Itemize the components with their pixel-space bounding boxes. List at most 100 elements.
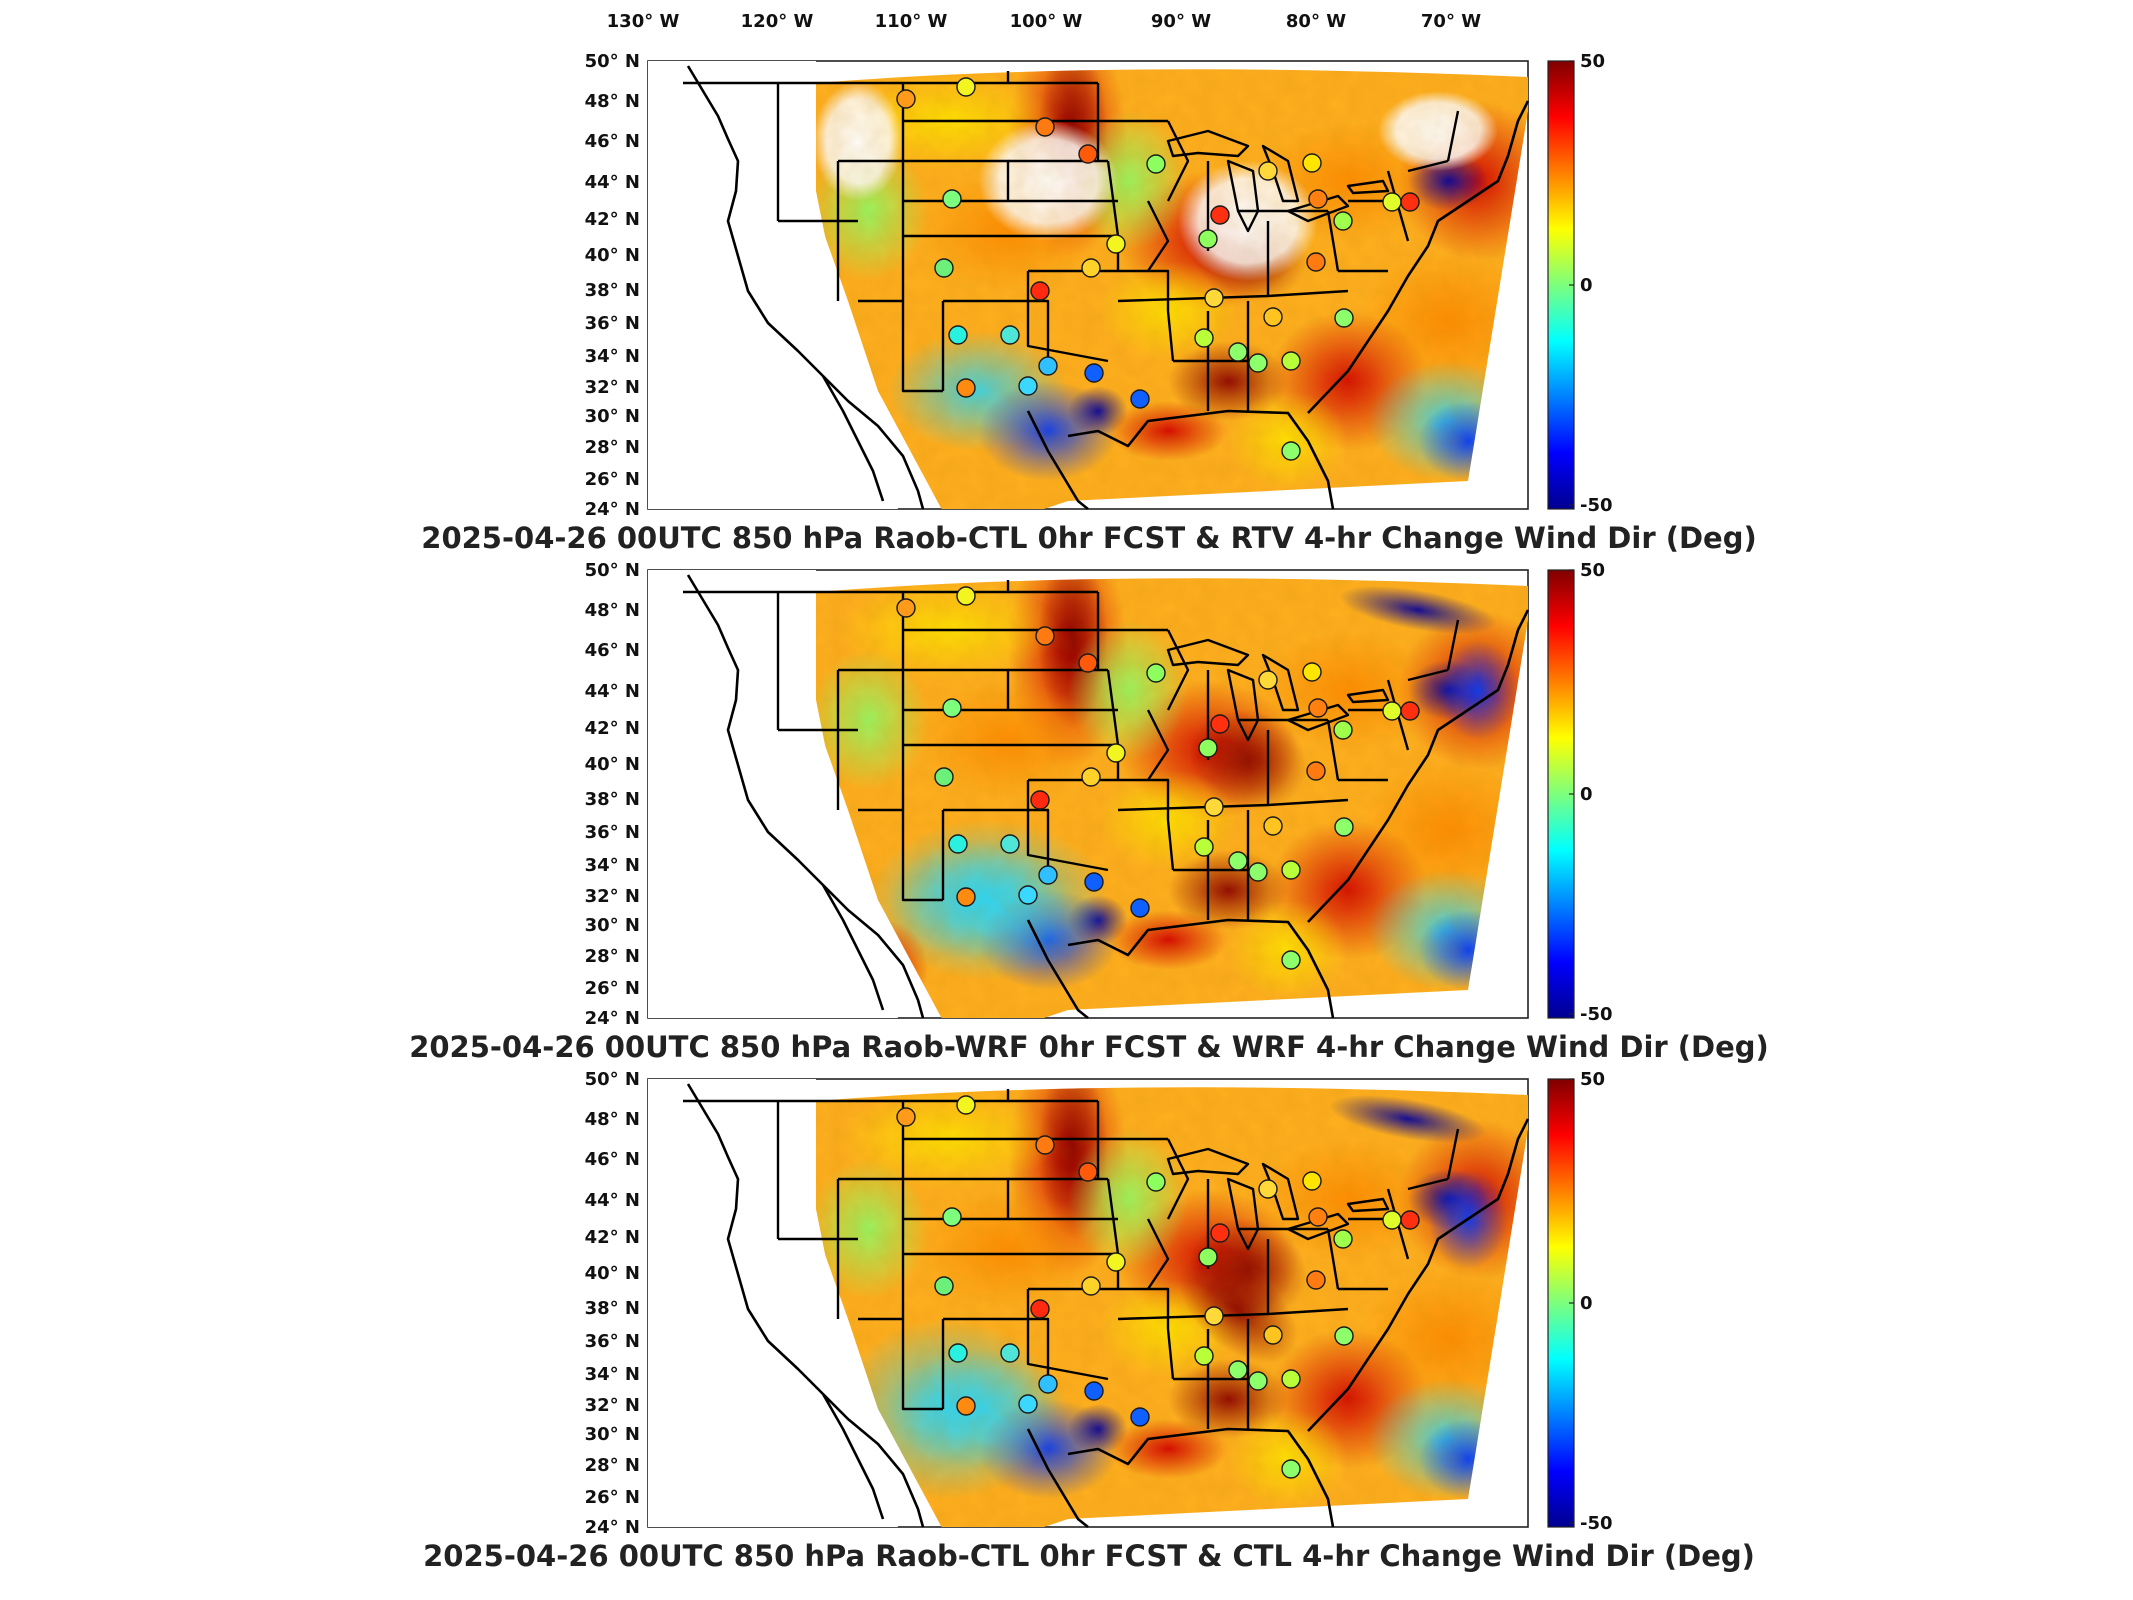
latitude-label: 48° N	[585, 91, 640, 112]
longitude-label: 120° W	[741, 11, 814, 32]
raob-station-marker	[1302, 1171, 1322, 1191]
raob-station-marker	[1281, 950, 1301, 970]
raob-station-marker	[956, 1396, 976, 1416]
map-panel	[647, 569, 1530, 1020]
raob-station-marker	[1333, 1229, 1353, 1249]
raob-station-marker	[1000, 1343, 1020, 1363]
raob-station-marker	[1038, 356, 1058, 376]
latitude-label: 30° N	[585, 406, 640, 427]
map-panels: 50° N 48° N 46° N 44° N 42° N 40° N 38° N 36° N…	[409, 51, 1769, 1573]
map-panel	[647, 1078, 1530, 1529]
raob-station-marker	[1382, 1210, 1402, 1230]
raob-station-marker	[1146, 663, 1166, 683]
raob-station-marker	[1281, 1369, 1301, 1389]
raob-station-marker	[934, 767, 954, 787]
raob-station-marker	[1035, 626, 1055, 646]
colorbars: 50 0 -50 50 0 -50 50 0 -50	[1547, 51, 1613, 1534]
raob-station-marker	[956, 1095, 976, 1115]
latitude-label: 42° N	[585, 1227, 640, 1248]
latitude-label: 32° N	[585, 1395, 640, 1416]
latitude-label: 32° N	[585, 886, 640, 907]
raob-station-marker	[956, 887, 976, 907]
panel-title: 2025-04-26 00UTC 850 hPa Raob-CTL 0hr FC…	[423, 1539, 1755, 1573]
raob-station-marker	[1281, 860, 1301, 880]
raob-station-marker	[1263, 816, 1283, 836]
raob-station-marker	[896, 598, 916, 618]
raob-station-marker	[1210, 714, 1230, 734]
raob-station-marker	[1038, 865, 1058, 885]
longitude-labels: 130° W 120° W 110° W 100° W 90° W 80° W 70° W	[607, 11, 1482, 32]
raob-station-marker	[948, 1343, 968, 1363]
colorbar-tick-label: 50	[1580, 1069, 1605, 1090]
latitude-label: 48° N	[585, 600, 640, 621]
latitude-label: 46° N	[585, 640, 640, 661]
raob-station-marker	[1130, 1407, 1150, 1427]
raob-station-marker	[942, 698, 962, 718]
raob-station-marker	[942, 1207, 962, 1227]
raob-station-marker	[934, 1276, 954, 1296]
gulf-coastline	[1067, 409, 1335, 510]
raob-station-marker	[1081, 1276, 1101, 1296]
latitude-label: 34° N	[585, 855, 640, 876]
raob-station-marker	[1263, 1325, 1283, 1345]
longitude-label: 130° W	[607, 11, 680, 32]
colorbar-tick-label: 50	[1580, 560, 1605, 581]
colorbar-tick-label: 0	[1580, 784, 1593, 805]
raob-station-marker	[1210, 1223, 1230, 1243]
longitude-label: 90° W	[1151, 11, 1211, 32]
gulf-coastline	[1067, 1427, 1335, 1528]
colorbar-tick-label: 0	[1580, 1293, 1593, 1314]
raob-station-marker	[1258, 670, 1278, 690]
colorbar-scale	[1547, 569, 1575, 1019]
raob-station-marker	[1281, 1459, 1301, 1479]
raob-station-marker	[1258, 1179, 1278, 1199]
raob-station-marker	[1382, 192, 1402, 212]
raob-station-marker	[1146, 1172, 1166, 1192]
latitude-label: 42° N	[585, 209, 640, 230]
west-coastline	[686, 65, 925, 510]
raob-station-marker	[1078, 1162, 1098, 1182]
raob-station-marker	[1106, 234, 1126, 254]
latitude-label: 38° N	[585, 1298, 640, 1319]
west-coastline	[686, 1083, 925, 1528]
raob-station-marker	[1308, 1207, 1328, 1227]
raob-station-marker	[1030, 1299, 1050, 1319]
raob-station-marker	[1334, 308, 1354, 328]
colorbar-tick-label: 50	[1580, 51, 1605, 72]
panel-title: 2025-04-26 00UTC 850 hPa Raob-CTL 0hr FC…	[421, 521, 1756, 555]
raob-station-marker	[956, 586, 976, 606]
raob-station-marker	[1204, 1306, 1224, 1326]
latitude-label: 40° N	[585, 754, 640, 775]
raob-station-marker	[1106, 743, 1126, 763]
raob-station-marker	[1084, 872, 1104, 892]
raob-station-marker	[956, 378, 976, 398]
raob-station-marker	[1400, 192, 1420, 212]
raob-station-marker	[1333, 211, 1353, 231]
raob-station-marker	[1130, 389, 1150, 409]
raob-station-marker	[1194, 837, 1214, 857]
latitude-label: 50° N	[585, 51, 640, 72]
latitude-label: 44° N	[585, 172, 640, 193]
raob-station-marker	[948, 834, 968, 854]
raob-station-marker	[948, 325, 968, 345]
raob-station-marker	[1210, 205, 1230, 225]
raob-station-marker	[1130, 898, 1150, 918]
latitude-label: 34° N	[585, 346, 640, 367]
latitude-label: 46° N	[585, 131, 640, 152]
raob-station-marker	[1306, 252, 1326, 272]
latitude-label: 50° N	[585, 560, 640, 581]
raob-station-marker	[1248, 862, 1268, 882]
colorbar-tick-label: -50	[1580, 1513, 1613, 1534]
raob-station-marker	[1198, 738, 1218, 758]
raob-station-marker	[1000, 325, 1020, 345]
latitude-label: 30° N	[585, 1424, 640, 1445]
raob-station-marker	[896, 89, 916, 109]
raob-station-marker	[1204, 797, 1224, 817]
raob-station-marker	[1308, 698, 1328, 718]
raob-station-marker	[1400, 701, 1420, 721]
latitude-label: 24° N	[585, 1517, 640, 1538]
raob-station-marker	[1308, 189, 1328, 209]
raob-station-marker	[1198, 229, 1218, 249]
raob-station-marker	[956, 77, 976, 97]
